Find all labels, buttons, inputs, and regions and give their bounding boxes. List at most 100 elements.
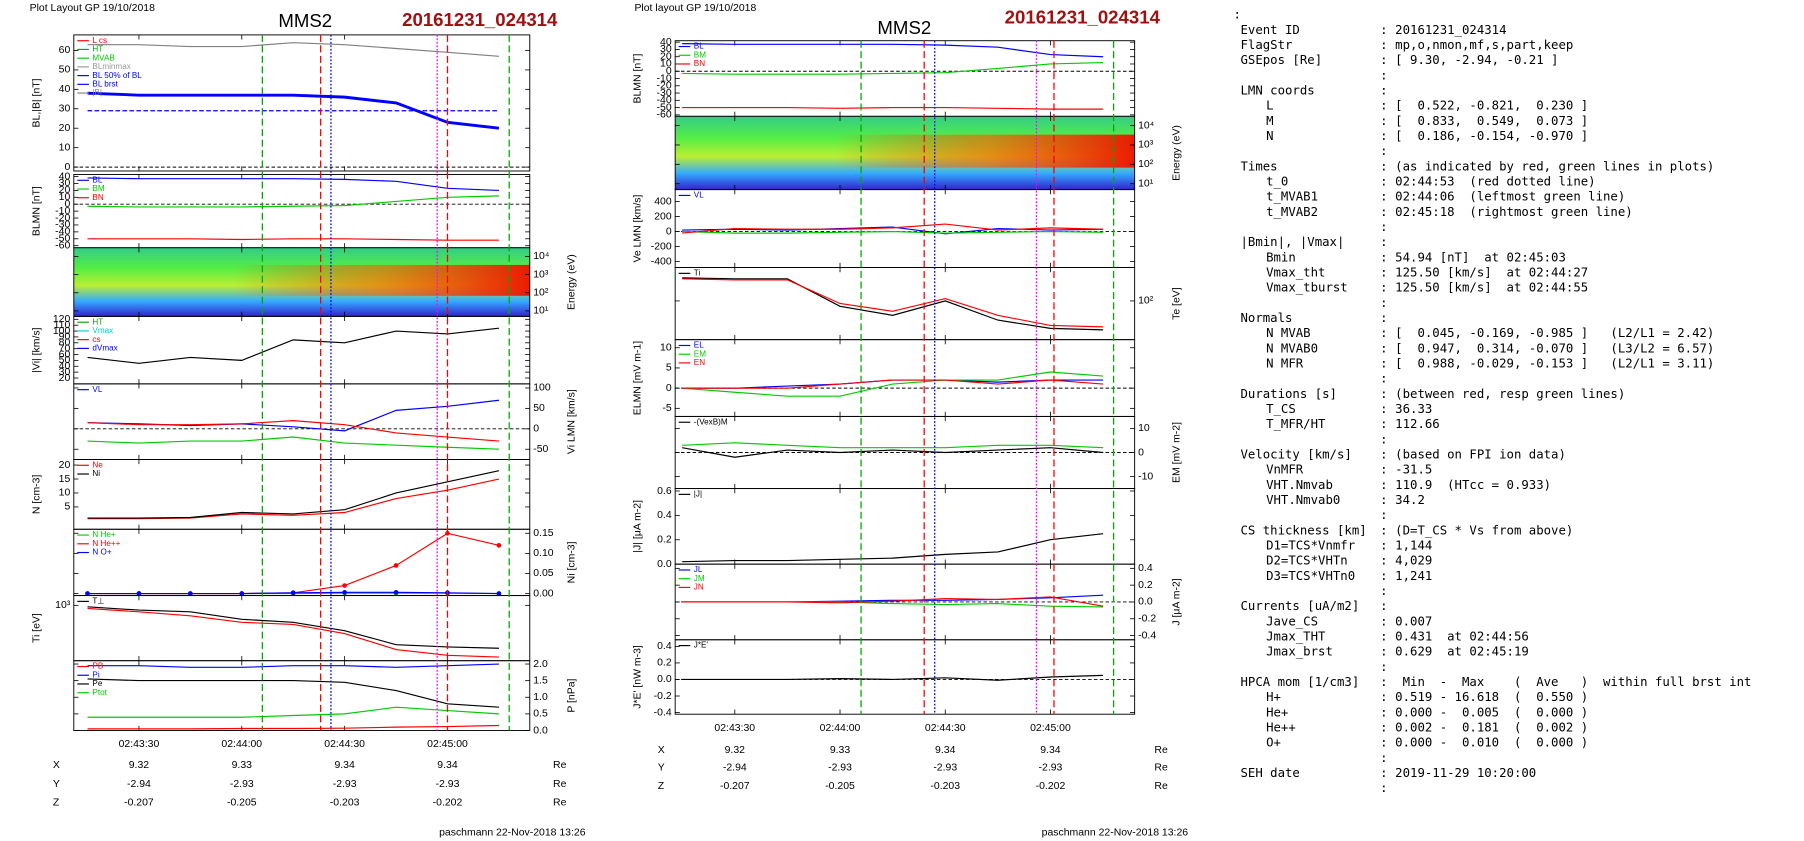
coord-value: -0.203 [930, 781, 960, 792]
y-axis-label: Ni [cm-3] [566, 541, 577, 583]
series-line [87, 42, 499, 57]
y-tick-label: -20 [55, 213, 70, 224]
y-tick-label: 40 [59, 361, 71, 372]
series-line [87, 470, 500, 519]
y-axis-label: BL,|B| [nT] [31, 78, 42, 127]
y-axis-label: Vi LMN [km/s] [566, 389, 577, 454]
y-tick-label: 0 [64, 199, 70, 210]
series-line [682, 43, 1104, 58]
y-tick-label: 10 [59, 488, 71, 499]
series-point [393, 590, 399, 595]
y-tick-label: 10³ [55, 600, 71, 611]
y-tick-label: 30 [59, 178, 71, 189]
info-key: Bmin [1266, 250, 1296, 264]
panel: 10² Te [eV] Ti [674, 267, 1182, 341]
y-tick-label: -30 [55, 220, 70, 231]
info-key: D2=TCS*VHTn [1266, 554, 1348, 568]
info-colon: : [1380, 705, 1387, 719]
series-line [87, 606, 499, 649]
panel: 10³ Ti [eV] T⊥ [31, 595, 531, 662]
series-line [87, 724, 499, 730]
info-value: 2019-11-29 10:20:00 [1395, 766, 1536, 780]
info-colon: : [1380, 341, 1387, 355]
y-tick-label: 20 [59, 460, 71, 471]
info-key: N MFR [1266, 356, 1304, 370]
info-key: N [1266, 129, 1273, 143]
info-value: 0.431 at 02:44:56 [1395, 630, 1529, 644]
info-value: (between red, resp green lines) [1395, 387, 1625, 401]
y-tick-label: 5 [64, 502, 70, 513]
legend-label: Vmax [92, 326, 113, 335]
legend-label: JL [694, 565, 703, 574]
info-key: Vmax_tburst [1266, 281, 1348, 295]
y-tick-label: 40 [660, 37, 672, 48]
y-tick-label: -5 [662, 403, 671, 414]
info-key: N MVAB0 [1266, 341, 1318, 355]
legend-label: |J| [694, 490, 702, 499]
info-colon: : [1380, 159, 1387, 173]
y-tick-label: 0.00 [533, 588, 554, 599]
panel-frame [73, 34, 531, 172]
y-tick-label: 40 [59, 84, 71, 95]
info-value: 125.50 [km/s] at 02:44:55 [1395, 281, 1588, 295]
plot-header: Plot layout GP 19/10/2018 [634, 3, 756, 14]
legend-label: Ne [92, 460, 103, 469]
series-line [682, 277, 1104, 331]
colon: : [1234, 8, 1241, 22]
coord-value: -2.94 [723, 762, 747, 773]
y-tick-label: 0 [666, 226, 672, 237]
info-key: Currents [uA/m2] [1240, 599, 1359, 613]
info-key: Jmax_THT [1266, 630, 1326, 644]
y-tick-label: 10³ [1138, 140, 1154, 151]
series-line [682, 61, 1104, 75]
info-key: He++ [1266, 721, 1296, 735]
legend-label: Ti [694, 269, 701, 278]
panel: -50 0 50 100 Vi LMN [km/s] VL [73, 383, 577, 460]
info-value: 02:45:18 (rightmost green line) [1395, 205, 1633, 219]
series-point [188, 591, 193, 596]
info-colon: : [1380, 584, 1387, 598]
info-value: [ 0.833, 0.549, 0.073 ] [1395, 114, 1588, 128]
y-tick-label: 0.0 [657, 674, 672, 685]
coord-unit: Re [1154, 745, 1168, 756]
y-tick-label: 80 [59, 338, 71, 349]
info-value: 02:44:06 (leftmost green line) [1395, 190, 1625, 204]
info-colon: : [1380, 402, 1387, 416]
legend-label: |B| [92, 88, 102, 97]
info-key: SEH date [1240, 766, 1299, 780]
info-colon: : [1380, 23, 1387, 37]
legend-label: N He++ [92, 539, 120, 548]
series-line [87, 327, 500, 364]
info-value: 0.000 - 0.010 ( 0.000 ) [1395, 736, 1588, 750]
info-key: t_MVAB2 [1266, 205, 1318, 219]
series-point [342, 583, 347, 588]
y-axis-label: BLMN [nT] [31, 186, 42, 236]
coord-value: -0.207 [720, 781, 750, 792]
info-colon: : [1380, 463, 1387, 477]
y-tick-label: -50 [533, 444, 548, 455]
legend-label: VL [694, 191, 704, 200]
y-axis-label: P [nPa] [566, 678, 577, 712]
panel: 10¹ 10² 10³ 10⁴ Energy (eV) [674, 115, 1182, 191]
y-axis-label: |J| [μA m-2] [633, 500, 644, 553]
info-colon: : [1380, 205, 1387, 219]
y-tick-label: 50 [533, 403, 545, 414]
panel-frame [73, 174, 531, 249]
y-tick-label: -10 [55, 206, 70, 217]
info-colon: : [1380, 417, 1387, 431]
series-line [87, 238, 499, 241]
series-point [136, 591, 142, 596]
info-value: 112.66 [1395, 417, 1440, 431]
legend-label: VL [92, 385, 102, 394]
info-value: 0.519 - 16.618 ( 0.550 ) [1395, 690, 1588, 704]
y-tick-label: 10 [660, 59, 672, 70]
info-colon: : [1380, 372, 1387, 386]
info-value: [ 0.947, 0.314, -0.070 ] (L3/L2 = 6.57) [1395, 341, 1714, 355]
info-colon: : [1380, 326, 1387, 340]
y-tick-label: -400 [651, 256, 672, 267]
y-tick-label: 30 [660, 44, 672, 55]
y-tick-label: 50 [59, 65, 71, 76]
info-key: VHT.Nmvab0 [1266, 493, 1340, 507]
panel: 10¹ 10² 10³ 10⁴ Energy (eV) [73, 247, 577, 317]
